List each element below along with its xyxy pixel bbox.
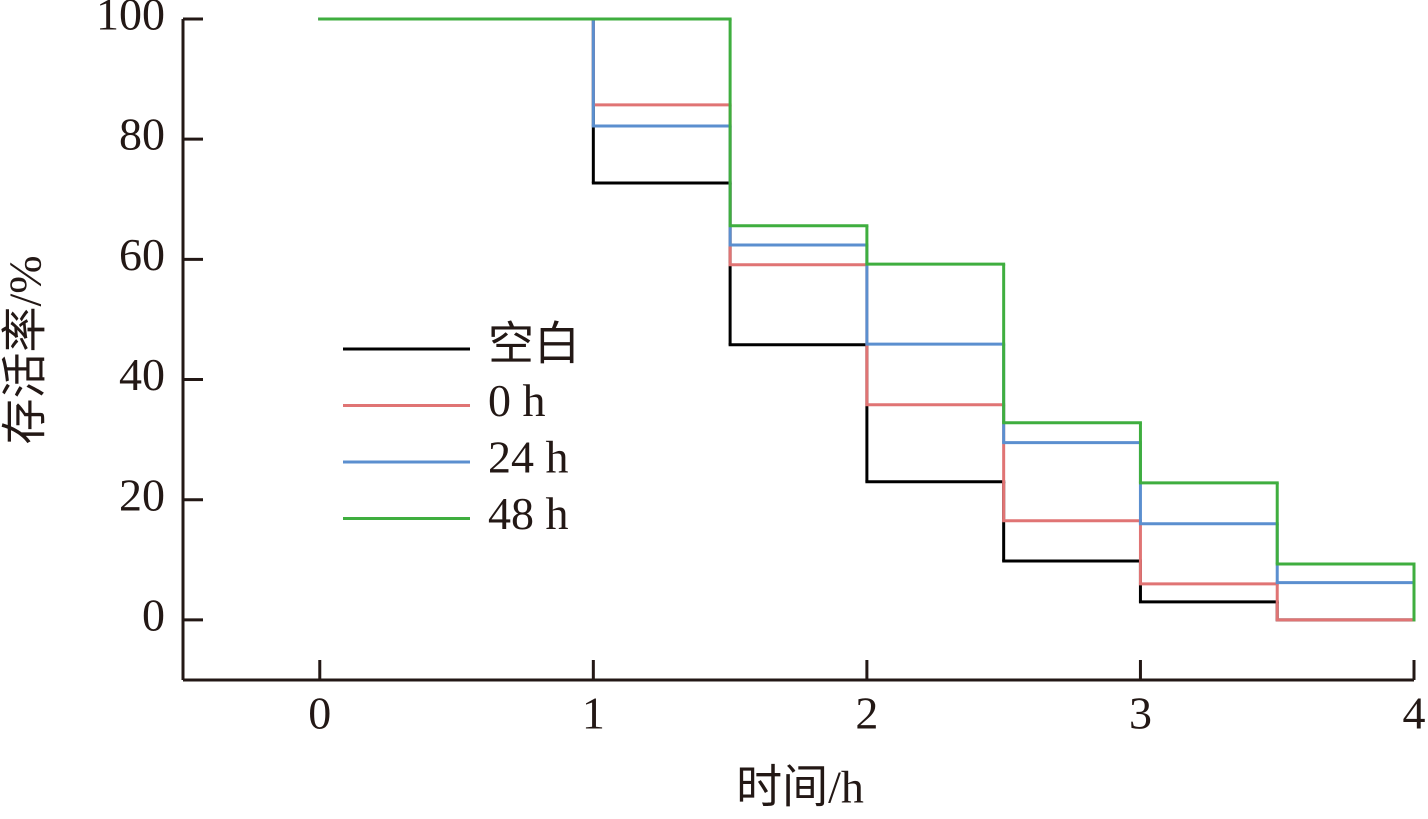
- x-tick-label: 0: [308, 688, 331, 739]
- x-axis-label: 时间/h: [736, 762, 864, 813]
- legend-label: 空白: [488, 319, 580, 370]
- x-tick-label: 4: [1403, 688, 1426, 739]
- x-tick-label: 3: [1129, 688, 1152, 739]
- x-tick-label: 1: [582, 688, 605, 739]
- y-tick-label: 40: [119, 349, 165, 400]
- legend-label: 0 h: [488, 375, 546, 426]
- y-tick-label: 20: [119, 469, 165, 520]
- y-tick-label: 0: [142, 589, 165, 640]
- y-tick-label: 100: [96, 0, 165, 40]
- legend-label: 48 h: [488, 488, 569, 539]
- y-tick-label: 80: [119, 109, 165, 160]
- legend-label: 24 h: [488, 432, 569, 483]
- y-axis-label: 存活率/%: [0, 255, 51, 444]
- y-tick-label: 60: [119, 229, 165, 280]
- x-tick-label: 2: [855, 688, 878, 739]
